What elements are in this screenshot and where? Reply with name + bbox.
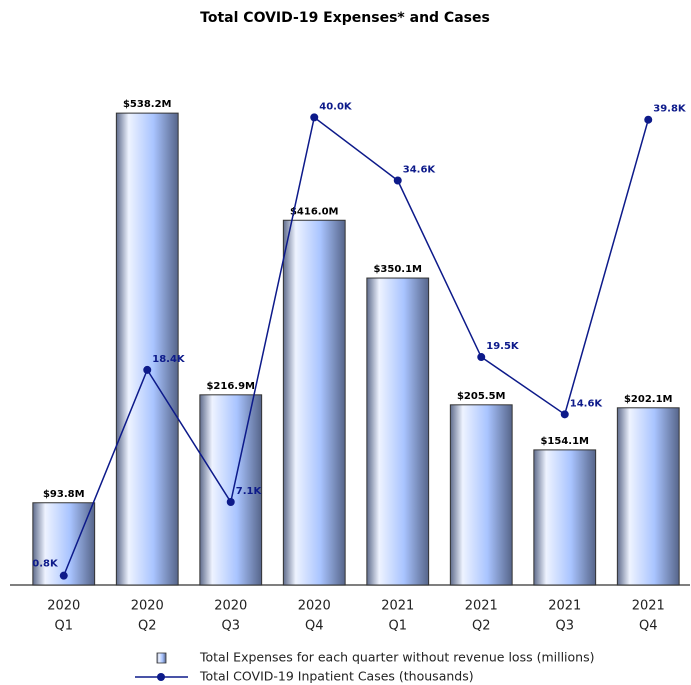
bar [282,219,346,586]
bar-value-label: $416.0M [290,206,339,217]
bar [366,277,430,586]
chart-title: Total COVID-19 Expenses* and Cases [200,10,490,26]
x-tick-label: 2020 [214,599,247,614]
x-tick-label: Q1 [54,619,73,634]
line-point [310,113,319,122]
x-tick-label: 2021 [548,599,581,614]
bar-value-label: $205.5M [457,391,506,402]
bar-value-label: $216.9M [206,381,255,392]
line-point [393,176,402,185]
line-point [59,571,68,580]
legend-label: Total Expenses for each quarter without … [199,650,594,665]
x-tick-label: 2021 [465,599,498,614]
x-tick-label: 2020 [47,599,80,614]
x-tick-label: 2021 [381,599,414,614]
line-value-label: 14.6K [570,398,604,409]
line-point [226,497,235,506]
bar [199,394,263,586]
bar [32,502,96,586]
x-tick-label: Q4 [305,619,324,634]
line-value-label: 0.8K [32,559,59,570]
bar-value-label: $154.1M [540,436,589,447]
x-tick-label: Q4 [639,619,658,634]
line-value-label: 39.8K [653,104,687,115]
bar [115,112,179,586]
line-point [143,365,152,374]
bar-value-label: $202.1M [624,394,673,405]
bar [616,407,680,586]
x-tick-label: Q2 [138,619,157,634]
bar [449,404,513,586]
line-point [477,353,486,362]
bar-value-label: $93.8M [43,489,85,500]
bar-value-label: $350.1M [373,264,422,275]
x-tick-label: Q2 [472,619,491,634]
line-value-label: 7.1K [236,486,263,497]
line-value-label: 34.6K [403,165,437,176]
x-tick-label: 2021 [632,599,665,614]
x-tick-label: Q1 [388,619,407,634]
legend-label: Total COVID-19 Inpatient Cases (thousand… [199,669,474,684]
legend-marker [157,673,165,681]
line-value-label: 18.4K [152,354,186,365]
x-tick-label: 2020 [298,599,331,614]
line-value-label: 40.0K [319,101,353,112]
bar-value-label: $538.2M [123,99,172,110]
line-value-label: 19.5K [486,341,520,352]
line-point [644,115,653,124]
legend-swatch [156,652,167,664]
x-tick-label: Q3 [555,619,574,634]
line [63,116,649,576]
line-point [560,410,569,419]
bar [533,449,597,586]
x-tick-label: Q3 [221,619,240,634]
x-tick-label: 2020 [131,599,164,614]
